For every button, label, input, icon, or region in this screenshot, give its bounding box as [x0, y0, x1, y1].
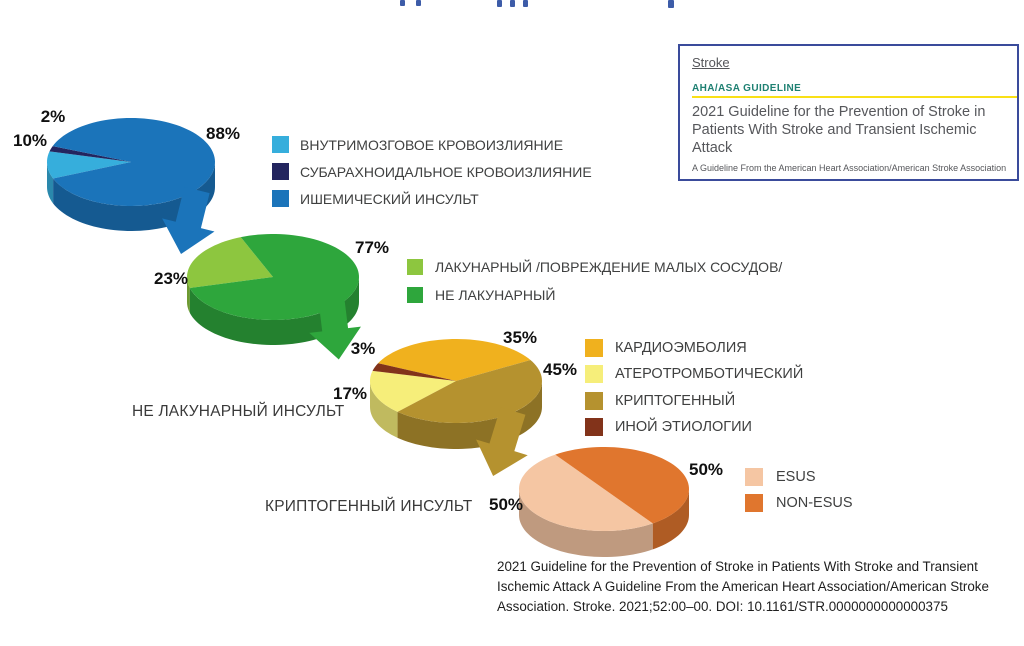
flow-arrow	[309, 294, 361, 360]
pie-slice-side	[370, 381, 398, 438]
legend-swatch	[407, 287, 423, 303]
flow-arrow	[162, 186, 215, 255]
legend-swatch	[585, 418, 603, 437]
legend-item: ESUS	[745, 464, 853, 490]
legend-label: ИНОЙ ЭТИОЛОГИИ	[615, 419, 752, 436]
legend-label: НЕ ЛАКУНАРНЫЙ	[435, 287, 556, 303]
guideline-title: 2021 Guideline for the Prevention of Str…	[692, 104, 986, 156]
legend-swatch	[745, 494, 763, 512]
legend-swatch	[745, 468, 763, 486]
legend-swatch	[585, 339, 603, 358]
legend-item: ЛАКУНАРНЫЙ /ПОВРЕЖДЕНИЕ МАЛЫХ СОСУДОВ/	[407, 253, 782, 281]
pie-chart-ischemic-stroke-subtypes	[187, 234, 359, 345]
pie-chart-cryptogenic-stroke-subtypes	[519, 447, 689, 557]
legend-label: NON-ESUS	[776, 495, 853, 511]
legend-label: ИШЕМИЧЕСКИЙ ИНСУЛЬТ	[300, 190, 479, 207]
pie-slice	[519, 454, 653, 531]
legend-item: СУБАРАХНОИДАЛЬНОЕ КРОВОИЗЛИЯНИЕ	[272, 158, 592, 185]
legend-item: НЕ ЛАКУНАРНЫЙ	[407, 281, 782, 309]
legend-item: ВНУТРИМОЗГОВОЕ КРОВОИЗЛИЯНИЕ	[272, 131, 592, 158]
pie-slice	[52, 118, 216, 206]
legend-item: ИНОЙ ЭТИОЛОГИИ	[585, 414, 803, 440]
guideline-box: Stroke AHA/ASA GUIDELINE 2021 Guideline …	[678, 44, 1019, 181]
legend-item: КАРДИОЭМБОЛИЯ	[585, 335, 803, 361]
annotation-non-lacunar: НЕ ЛАКУНАРНЫЙ ИНСУЛЬТ	[132, 403, 345, 420]
pie-slice-side	[53, 162, 216, 231]
pie-slice-side	[652, 489, 689, 550]
guideline-kicker: AHA/ASA GUIDELINE	[692, 83, 802, 94]
legend-item: АТЕРОТРОМБОТИЧЕСКИЙ	[585, 361, 803, 387]
legend-cryptogenic-subtypes: ESUS NON-ESUS	[745, 464, 853, 516]
guideline-subtitle: A Guideline From the American Heart Asso…	[692, 162, 1007, 173]
pie-slice-side	[187, 277, 190, 313]
legend-swatch	[585, 365, 603, 384]
clipped-title-fragment	[523, 0, 528, 7]
annotation-cryptogenic: КРИПТОГЕННЫЙ ИНСУЛЬТ	[265, 498, 473, 515]
pie-slice-side	[519, 489, 653, 557]
clipped-title-fragment	[510, 0, 515, 7]
flow-arrow	[476, 407, 528, 477]
legend-label: КАРДИОЭМБОЛИЯ	[615, 340, 747, 357]
legend-label: КРИПТОГЕННЫЙ	[615, 392, 736, 409]
citation-text: 2021 Guideline for the Prevention of Str…	[497, 559, 989, 615]
legend-item: NON-ESUS	[745, 490, 853, 516]
pie-slice-side	[47, 162, 54, 204]
legend-swatch	[272, 190, 289, 207]
pie-slice	[47, 151, 132, 179]
pie-slice	[49, 146, 131, 162]
pie-slice	[370, 370, 456, 412]
legend-label: АТЕРОТРОМБОТИЧЕСКИЙ	[615, 366, 804, 383]
legend-label: СУБАРАХНОИДАЛЬНОЕ КРОВОИЗЛИЯНИЕ	[300, 163, 592, 180]
legend-label: ESUS	[776, 469, 816, 485]
pie-slice	[187, 237, 273, 288]
legend-label: ЛАКУНАРНЫЙ /ПОВРЕЖДЕНИЕ МАЛЫХ СОСУДОВ/	[435, 259, 783, 275]
legend-label: ВНУТРИМОЗГОВОЕ КРОВОИЗЛИЯНИЕ	[300, 136, 564, 153]
clipped-title-fragment	[400, 0, 405, 6]
pie-slice	[372, 363, 456, 381]
legend-stroke-types: ВНУТРИМОЗГОВОЕ КРОВОИЗЛИЯНИЕ СУБАРАХНОИДА…	[272, 131, 592, 212]
pie-slice	[555, 447, 689, 524]
clipped-title-fragment	[497, 0, 502, 7]
pie-slice	[397, 360, 542, 423]
journal-name: Stroke	[692, 55, 730, 70]
legend-ischemic-subtypes: ЛАКУНАРНЫЙ /ПОВРЕЖДЕНИЕ МАЛЫХ СОСУДОВ/НЕ…	[407, 253, 782, 309]
legend-non-lacunar-subtypes: КАРДИОЭМБОЛИЯ АТЕРОТРОМБОТИЧЕСКИЙ КРИПТОГЕ…	[585, 335, 803, 440]
clipped-title-fragment	[668, 0, 674, 8]
legend-item: КРИПТОГЕННЫЙ	[585, 388, 803, 414]
pie-slice	[189, 234, 359, 320]
clipped-title-fragment	[416, 0, 421, 6]
legend-swatch	[407, 259, 423, 275]
pie-chart-stroke-types	[47, 118, 216, 231]
legend-item: ИШЕМИЧЕСКИЙ ИНСУЛЬТ	[272, 185, 592, 212]
pie-slice	[378, 339, 531, 381]
legend-swatch	[272, 163, 289, 180]
pie-slice-side	[189, 277, 359, 345]
legend-swatch	[585, 391, 603, 410]
legend-swatch	[272, 136, 289, 153]
yellow-rule	[692, 96, 1017, 98]
